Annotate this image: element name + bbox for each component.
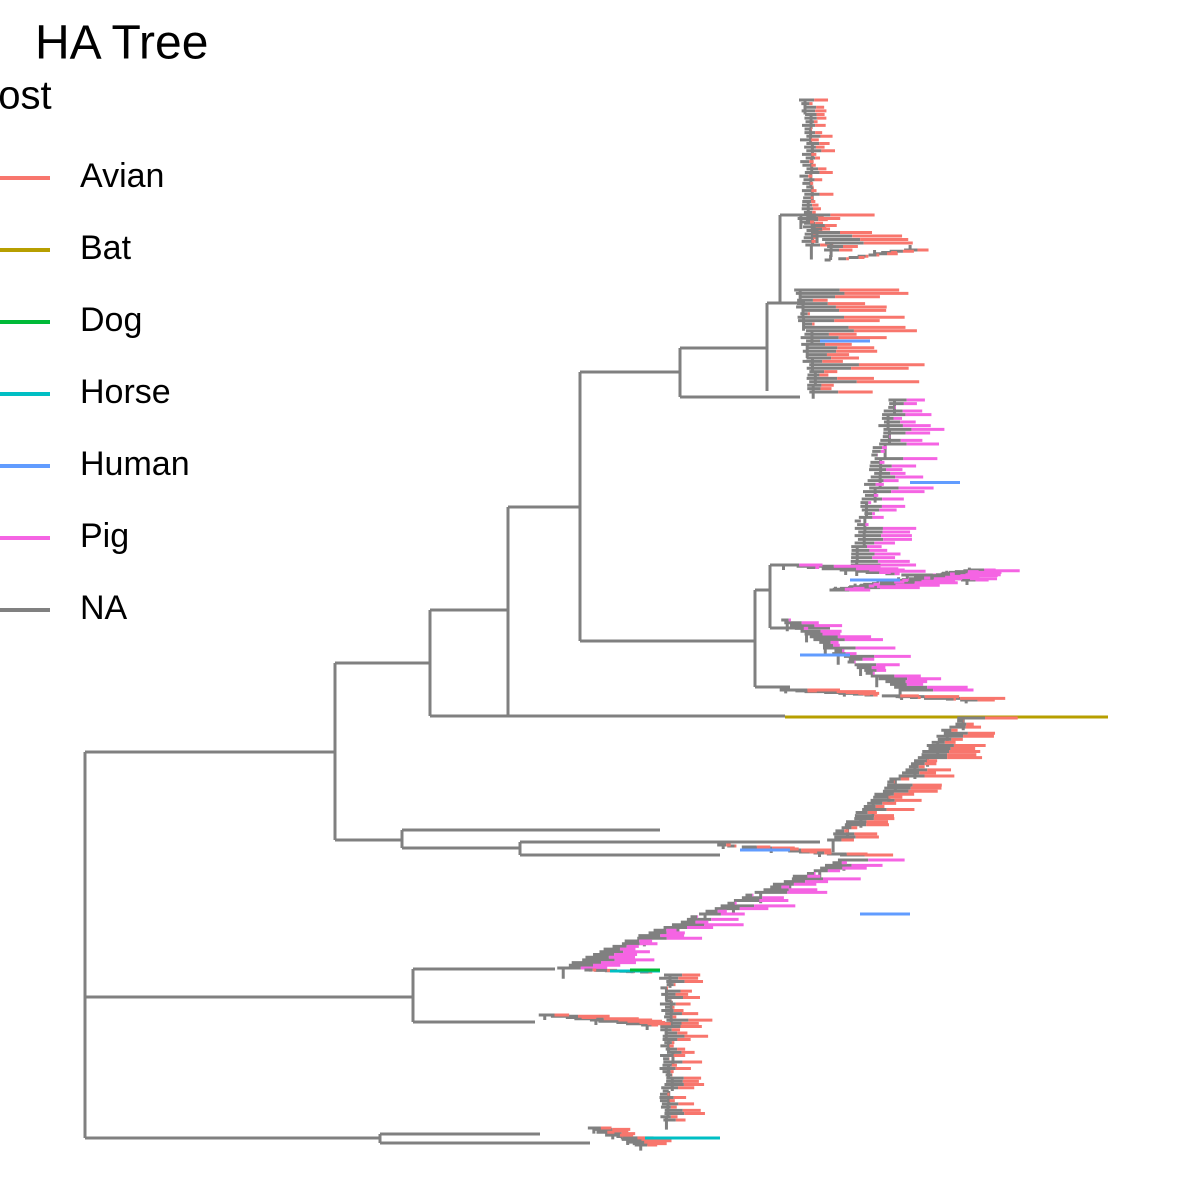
clade-tips (841, 716, 1018, 842)
clade-tips (860, 398, 945, 567)
clade-tips (810, 213, 913, 252)
branch (400, 828, 820, 857)
clade-stem (781, 618, 934, 699)
clade-stem (659, 973, 689, 1130)
branch (678, 346, 800, 399)
clade-tips (726, 843, 894, 857)
clade-stem (850, 398, 912, 576)
legend-label: Human (80, 445, 190, 483)
clade-tips (554, 1013, 671, 1027)
branch (411, 967, 555, 1024)
clade-tips (580, 858, 905, 970)
clade-tips (788, 618, 974, 692)
branch (83, 750, 413, 1140)
clade-tips (844, 568, 1020, 592)
clade-stem (827, 716, 986, 853)
branch (378, 1132, 590, 1145)
clade-stem (794, 288, 859, 399)
legend-label: NA (80, 589, 128, 627)
legend-label: Horse (80, 373, 171, 411)
clade-tips (667, 973, 713, 1122)
legend-label: Bat (80, 229, 132, 267)
branch (428, 608, 785, 718)
chart-title: HA Tree (35, 17, 208, 70)
tree-backbone (83, 213, 830, 1145)
clade-tips (807, 688, 1006, 702)
clade-stem (794, 213, 864, 257)
branch (333, 661, 430, 842)
legend: Avian Bat Dog Horse Human Pig NA (0, 157, 190, 627)
legend-label: Dog (80, 301, 142, 339)
legend-title: host (0, 74, 52, 118)
clades (538, 98, 1108, 1151)
legend-label: Pig (80, 517, 129, 555)
clade-tips (807, 288, 925, 394)
branch (506, 505, 580, 716)
branch (578, 370, 755, 643)
branch (765, 213, 805, 391)
clade-stem (557, 858, 869, 979)
branch (753, 563, 830, 689)
clade-tips (830, 248, 929, 262)
legend-label: Avian (80, 157, 164, 195)
